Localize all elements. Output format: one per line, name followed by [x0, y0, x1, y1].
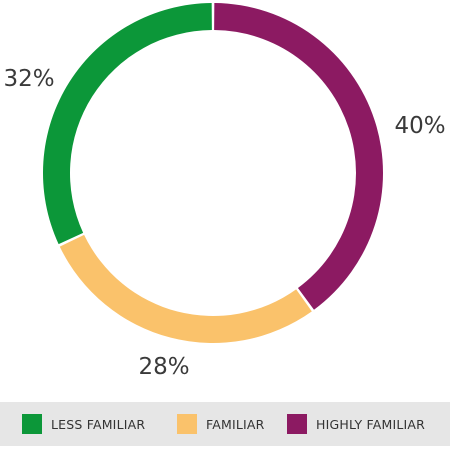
legend-item-highly-familiar: HIGHLY FAMILIAR — [287, 414, 425, 434]
legend-swatch-familiar — [177, 414, 197, 434]
slice-label-highly-familiar: 40% — [394, 113, 445, 139]
legend-label-less-familiar: LESS FAMILIAR — [51, 416, 146, 432]
legend-item-less-familiar: LESS FAMILIAR — [22, 414, 145, 434]
donut-slice-highly-familiar — [214, 3, 383, 310]
chart-legend: LESS FAMILIAR FAMILIAR HIGHLY FAMILIAR — [0, 402, 450, 446]
legend-label-familiar: FAMILIAR — [206, 416, 265, 432]
legend-swatch-less-familiar — [22, 414, 42, 434]
legend-swatch-highly-familiar — [287, 414, 307, 434]
donut-slice-familiar — [59, 234, 312, 343]
donut-chart-svg: 40% 28% 32% — [3, 3, 446, 380]
slice-label-familiar: 28% — [138, 354, 189, 380]
legend-item-familiar: FAMILIAR — [177, 414, 265, 434]
slice-label-less-familiar: 32% — [3, 66, 54, 92]
legend-label-highly-familiar: HIGHLY FAMILIAR — [316, 416, 426, 432]
donut-slice-less-familiar — [43, 3, 212, 245]
